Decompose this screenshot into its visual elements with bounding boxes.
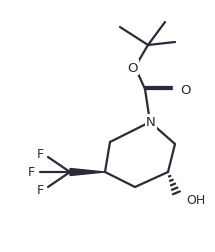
Text: N: N xyxy=(146,116,156,129)
Text: O: O xyxy=(180,83,190,96)
Text: F: F xyxy=(37,184,44,197)
Polygon shape xyxy=(70,169,105,176)
Text: F: F xyxy=(28,166,35,179)
Text: OH: OH xyxy=(186,193,205,206)
Text: O: O xyxy=(128,61,138,74)
Text: F: F xyxy=(37,148,44,161)
